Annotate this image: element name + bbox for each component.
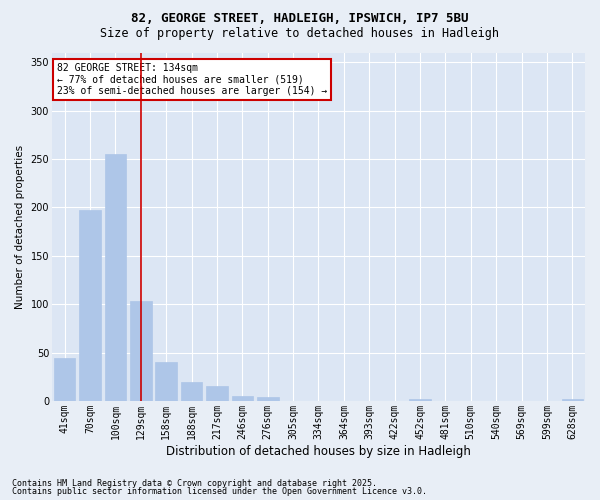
Bar xyxy=(232,396,253,401)
Text: Size of property relative to detached houses in Hadleigh: Size of property relative to detached ho… xyxy=(101,28,499,40)
Bar xyxy=(257,397,278,401)
Bar xyxy=(409,399,431,401)
Bar xyxy=(181,382,202,401)
Bar xyxy=(206,386,228,401)
Bar xyxy=(104,154,126,401)
Bar xyxy=(562,399,583,401)
Y-axis label: Number of detached properties: Number of detached properties xyxy=(15,144,25,309)
X-axis label: Distribution of detached houses by size in Hadleigh: Distribution of detached houses by size … xyxy=(166,444,471,458)
Text: 82 GEORGE STREET: 134sqm
← 77% of detached houses are smaller (519)
23% of semi-: 82 GEORGE STREET: 134sqm ← 77% of detach… xyxy=(57,63,328,96)
Text: Contains HM Land Registry data © Crown copyright and database right 2025.: Contains HM Land Registry data © Crown c… xyxy=(12,478,377,488)
Text: 82, GEORGE STREET, HADLEIGH, IPSWICH, IP7 5BU: 82, GEORGE STREET, HADLEIGH, IPSWICH, IP… xyxy=(131,12,469,26)
Bar xyxy=(130,301,152,401)
Bar xyxy=(54,358,76,401)
Text: Contains public sector information licensed under the Open Government Licence v3: Contains public sector information licen… xyxy=(12,487,427,496)
Bar xyxy=(79,210,101,401)
Bar xyxy=(155,362,177,401)
